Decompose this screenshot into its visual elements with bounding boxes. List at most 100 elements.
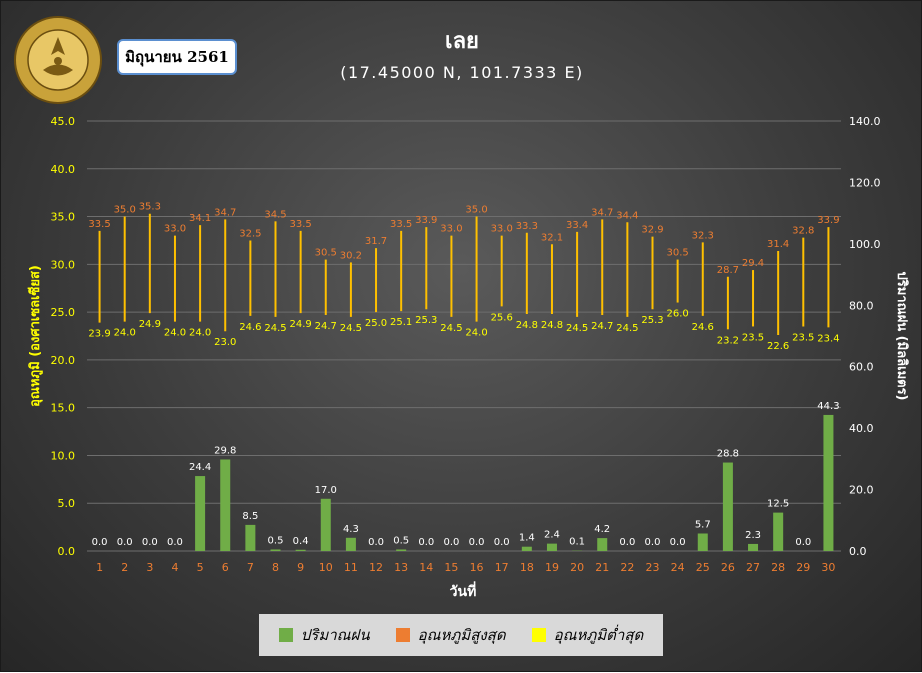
rain-data-label: 8.5 xyxy=(242,511,258,522)
rain-bar xyxy=(522,547,532,551)
tmax-data-label: 33.3 xyxy=(516,221,538,232)
x-axis-tick-label: 15 xyxy=(444,561,458,574)
legend-item-tmax: อุณหภูมิสูงสุด xyxy=(396,623,506,647)
x-axis-tick-label: 24 xyxy=(671,561,685,574)
tmax-data-label: 34.1 xyxy=(189,213,211,224)
tmax-data-label: 33.0 xyxy=(164,224,186,235)
right-axis-tick-label: 0.0 xyxy=(849,545,867,558)
rain-data-label: 0.1 xyxy=(569,537,585,548)
tmax-data-label: 33.5 xyxy=(390,219,412,230)
tmax-data-label: 34.5 xyxy=(264,209,286,220)
tmax-data-label: 34.4 xyxy=(616,210,638,221)
legend-item-rain: ปริมาณฝน xyxy=(279,623,370,647)
tmin-data-label: 23.5 xyxy=(742,332,764,343)
tmin-data-label: 24.9 xyxy=(290,319,312,330)
tmax-data-label: 33.5 xyxy=(88,219,110,230)
tmin-data-label: 23.2 xyxy=(717,335,739,346)
tmax-data-label: 30.5 xyxy=(667,248,689,259)
legend-item-tmin: อุณหภูมิต่ำสุด xyxy=(532,623,644,647)
rain-bars xyxy=(195,415,833,551)
rain-data-label: 4.3 xyxy=(343,524,359,535)
legend-label-tmax: อุณหภูมิสูงสุด xyxy=(418,623,506,647)
left-axis-tick-label: 45.0 xyxy=(51,115,76,128)
x-axis-tick-label: 18 xyxy=(520,561,534,574)
x-axis-tick-label: 26 xyxy=(721,561,735,574)
left-axis-ticks: 0.05.010.015.020.025.030.035.040.045.0 xyxy=(51,115,76,558)
tmax-data-label: 35.0 xyxy=(465,205,487,216)
tmax-data-label: 33.9 xyxy=(415,215,437,226)
tmin-data-label: 24.7 xyxy=(315,321,337,332)
tmax-data-label: 33.4 xyxy=(566,220,588,231)
tmin-swatch xyxy=(532,628,546,642)
tmax-data-label: 31.7 xyxy=(365,236,387,247)
rain-data-label: 0.0 xyxy=(368,537,384,548)
x-axis-tick-label: 29 xyxy=(796,561,810,574)
rain-data-label: 29.8 xyxy=(214,445,236,456)
right-axis-tick-label: 140.0 xyxy=(849,115,881,128)
rain-bar xyxy=(271,549,281,551)
tmin-data-label: 25.3 xyxy=(415,315,437,326)
tmax-data-label: 34.7 xyxy=(591,207,613,218)
rain-bar xyxy=(698,533,708,551)
x-axis-tick-label: 7 xyxy=(247,561,254,574)
x-axis-tick-label: 12 xyxy=(369,561,383,574)
tmax-data-label: 30.2 xyxy=(340,250,362,261)
tmax-data-label: 30.5 xyxy=(315,248,337,259)
left-axis-tick-label: 15.0 xyxy=(51,402,76,415)
rain-data-label: 0.4 xyxy=(293,536,309,547)
tmin-data-label: 24.8 xyxy=(541,320,563,331)
rain-bar xyxy=(547,544,557,551)
rain-data-label: 0.0 xyxy=(167,537,183,548)
rain-data-label: 5.7 xyxy=(695,519,711,530)
left-axis-tick-label: 35.0 xyxy=(51,211,76,224)
rain-data-label: 2.4 xyxy=(544,530,560,541)
x-axis-tick-label: 28 xyxy=(771,561,785,574)
tmin-data-label: 24.5 xyxy=(440,323,462,334)
rain-bar xyxy=(823,415,833,551)
right-axis-tick-label: 100.0 xyxy=(849,238,881,251)
rain-data-label: 4.2 xyxy=(594,524,610,535)
tmax-data-label: 32.9 xyxy=(641,225,663,236)
x-axis-tick-label: 4 xyxy=(171,561,178,574)
rain-data-label: 0.0 xyxy=(418,537,434,548)
left-axis-tick-label: 25.0 xyxy=(51,306,76,319)
rain-bar xyxy=(195,476,205,551)
left-axis-tick-label: 0.0 xyxy=(58,545,76,558)
x-axis-tick-label: 2 xyxy=(121,561,128,574)
tmin-data-label: 24.6 xyxy=(692,322,714,333)
rain-bar xyxy=(396,549,406,551)
tmin-data-label: 24.0 xyxy=(164,328,186,339)
x-axis-tick-label: 16 xyxy=(470,561,484,574)
legend-label-tmin: อุณหภูมิต่ำสุด xyxy=(554,623,644,647)
tmin-data-label: 24.5 xyxy=(264,323,286,334)
left-axis-label: อุณหภูมิ (องศาเซลเซียส) xyxy=(27,265,43,407)
tmax-data-label: 29.4 xyxy=(742,258,764,269)
tmax-data-label: 32.5 xyxy=(239,228,261,239)
tmin-data-label: 24.9 xyxy=(139,319,161,330)
tmax-data-label: 32.1 xyxy=(541,232,563,243)
tmax-data-label: 35.0 xyxy=(114,205,136,216)
x-axis-tick-label: 30 xyxy=(821,561,835,574)
rain-bar xyxy=(245,525,255,551)
rain-bar xyxy=(748,544,758,551)
right-axis-tick-label: 40.0 xyxy=(849,422,874,435)
right-axis-tick-label: 20.0 xyxy=(849,484,874,497)
tmin-data-label: 23.5 xyxy=(792,332,814,343)
tmax-data-label: 32.3 xyxy=(692,230,714,241)
rain-data-label: 2.3 xyxy=(745,530,761,541)
tmin-data-label: 24.5 xyxy=(340,323,362,334)
rain-data-label: 28.8 xyxy=(717,449,739,460)
x-axis-tick-label: 13 xyxy=(394,561,408,574)
tmin-data-label: 26.0 xyxy=(667,309,689,320)
rain-bar xyxy=(723,463,733,551)
x-axis-tick-label: 22 xyxy=(620,561,634,574)
rain-data-label: 0.0 xyxy=(619,537,635,548)
tmin-data-label: 25.6 xyxy=(491,312,513,323)
right-axis-tick-label: 60.0 xyxy=(849,361,874,374)
tmin-data-label: 24.7 xyxy=(591,321,613,332)
x-axis-tick-label: 9 xyxy=(297,561,304,574)
